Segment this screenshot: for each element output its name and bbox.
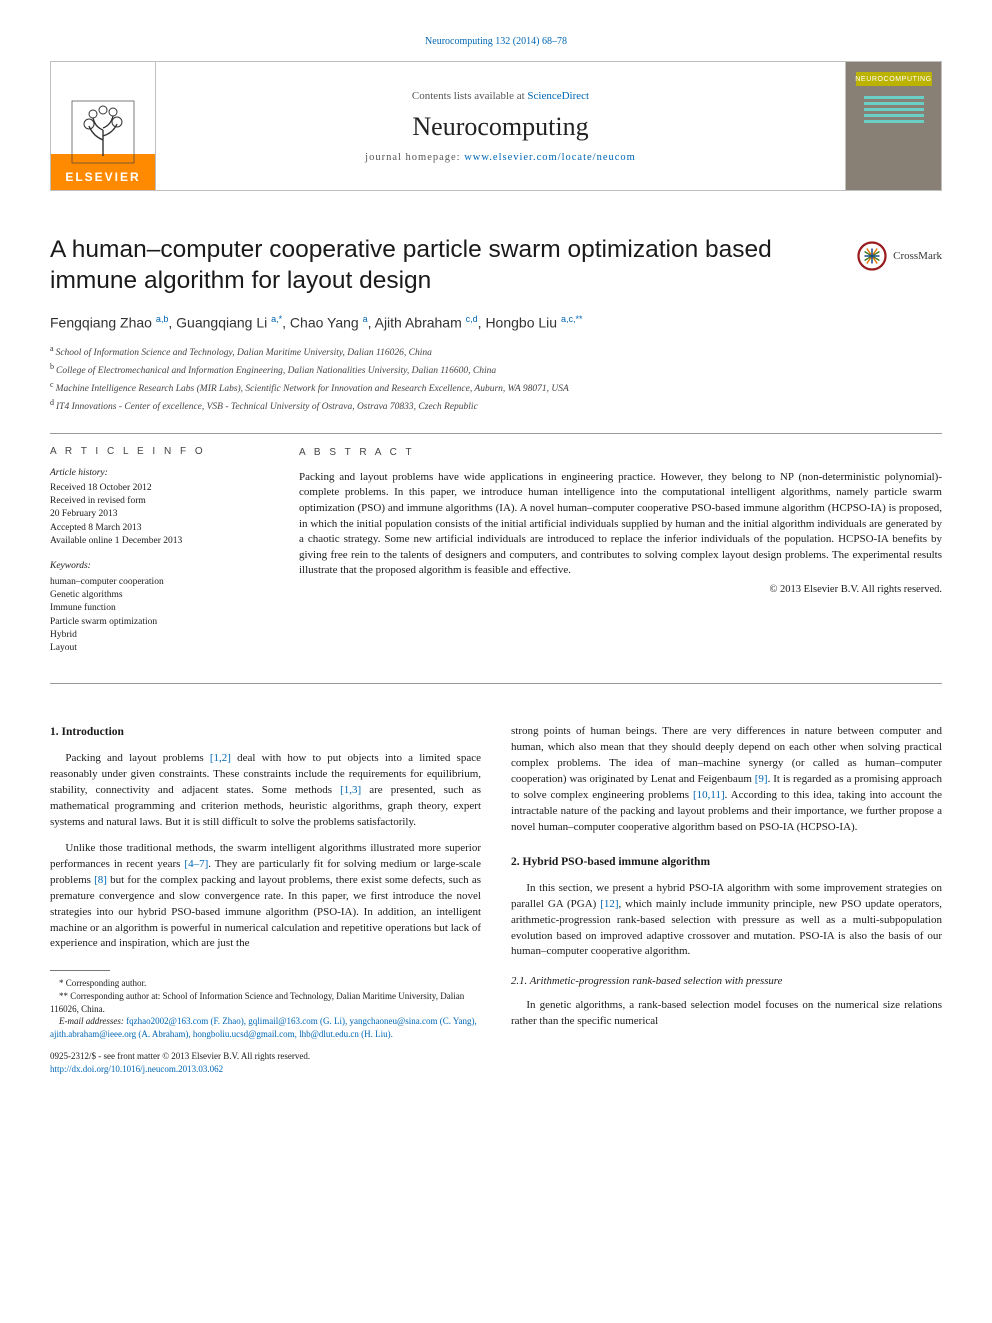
crossmark-icon (857, 241, 887, 271)
keywords-label: Keywords: (50, 560, 265, 573)
journal-header-center: Contents lists available at ScienceDirec… (156, 62, 845, 190)
section-2-head: 2. Hybrid PSO-based immune algorithm (511, 854, 942, 871)
elsevier-wordmark: ELSEVIER (65, 170, 140, 184)
cover-lines-icon (864, 96, 924, 123)
history-label: Article history: (50, 467, 265, 480)
abstract-col: A B S T R A C T Packing and layout probl… (299, 446, 942, 668)
journal-name: Neurocomputing (412, 112, 588, 142)
footnote-emails: E-mail addresses: fqzhao2002@163.com (F.… (50, 1015, 481, 1040)
s2-p1: In this section, we present a hybrid PSO… (511, 881, 942, 961)
issn-text: 0925-2312/$ - see front matter © 2013 El… (50, 1051, 310, 1061)
footnote-star: * Corresponding author. (50, 977, 481, 990)
section-rule (50, 433, 942, 434)
paper-title: A human–computer cooperative particle sw… (50, 235, 843, 296)
article-history: Article history: Received 18 October 201… (50, 467, 265, 549)
article-info-head: A R T I C L E I N F O (50, 446, 265, 457)
right-column: strong points of human beings. There are… (511, 724, 942, 1076)
abstract-head: A B S T R A C T (299, 446, 942, 460)
crossmark-label: CrossMark (893, 250, 942, 262)
s1-p3-continued: strong points of human beings. There are… (511, 724, 942, 836)
abstract-text: Packing and layout problems have wide ap… (299, 470, 942, 579)
s21-p1: In genetic algorithms, a rank-based sele… (511, 998, 942, 1030)
doi-link[interactable]: http://dx.doi.org/10.1016/j.neucom.2013.… (50, 1064, 223, 1074)
article-info-col: A R T I C L E I N F O Article history: R… (50, 446, 265, 668)
s1-p2: Unlike those traditional methods, the sw… (50, 841, 481, 953)
homepage-url[interactable]: www.elsevier.com/locate/neucom (464, 152, 636, 163)
contents-prefix: Contents lists available at (412, 90, 527, 102)
footnote-doublestar: ** Corresponding author at: School of In… (50, 990, 481, 1015)
contents-line: Contents lists available at ScienceDirec… (412, 90, 589, 102)
keywords-block: Keywords: human–computer cooperationGene… (50, 560, 265, 655)
s1-p1: Packing and layout problems [1,2] deal w… (50, 751, 481, 831)
left-column: 1. Introduction Packing and layout probl… (50, 724, 481, 1076)
journal-header: ELSEVIER Contents lists available at Sci… (50, 61, 942, 191)
cover-badge: NEUROCOMPUTING (856, 72, 932, 86)
issn-line: 0925-2312/$ - see front matter © 2013 El… (50, 1050, 481, 1076)
header-citation: Neurocomputing 132 (2014) 68–78 (50, 36, 942, 47)
section-1-head: 1. Introduction (50, 724, 481, 741)
abstract-copyright: © 2013 Elsevier B.V. All rights reserved… (299, 583, 942, 598)
homepage-line: journal homepage: www.elsevier.com/locat… (365, 152, 636, 163)
elsevier-logo-block: ELSEVIER (51, 62, 156, 190)
homepage-prefix: journal homepage: (365, 152, 464, 163)
affiliations: aSchool of Information Science and Techn… (50, 343, 942, 415)
sciencedirect-link[interactable]: ScienceDirect (527, 90, 589, 102)
authors-line: Fengqiang Zhao a,b, Guangqiang Li a,*, C… (50, 314, 942, 331)
journal-cover-thumb: NEUROCOMPUTING (845, 62, 941, 190)
elsevier-tree-icon (71, 100, 135, 164)
crossmark-badge[interactable]: CrossMark (857, 241, 942, 271)
subsection-2-1-head: 2.1. Arithmetic-progression rank-based s… (511, 974, 942, 990)
footnote-rule (50, 970, 110, 971)
